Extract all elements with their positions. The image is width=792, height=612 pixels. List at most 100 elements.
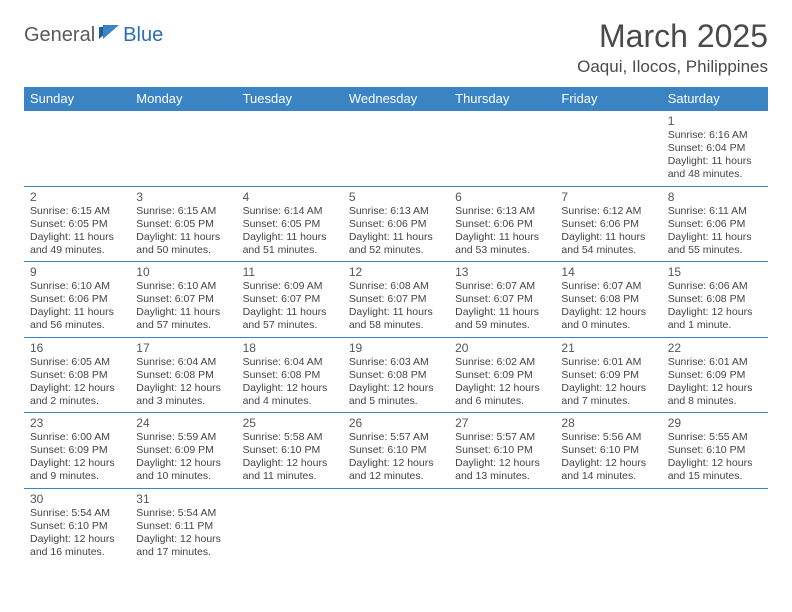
sunrise-text: Sunrise: 5:54 AM [136, 507, 230, 520]
calendar-day-cell [662, 488, 768, 563]
sunrise-text: Sunrise: 6:07 AM [561, 280, 655, 293]
daylight-text: Daylight: 11 hours and 56 minutes. [30, 306, 124, 332]
day-info: Sunrise: 6:04 AMSunset: 6:08 PMDaylight:… [243, 356, 337, 409]
daylight-text: Daylight: 12 hours and 15 minutes. [668, 457, 762, 483]
calendar-day-cell: 30Sunrise: 5:54 AMSunset: 6:10 PMDayligh… [24, 488, 130, 563]
calendar-day-cell: 26Sunrise: 5:57 AMSunset: 6:10 PMDayligh… [343, 413, 449, 489]
calendar-day-cell: 2Sunrise: 6:15 AMSunset: 6:05 PMDaylight… [24, 186, 130, 262]
daylight-text: Daylight: 11 hours and 58 minutes. [349, 306, 443, 332]
calendar-day-cell: 4Sunrise: 6:14 AMSunset: 6:05 PMDaylight… [237, 186, 343, 262]
sunset-text: Sunset: 6:07 PM [349, 293, 443, 306]
sunrise-text: Sunrise: 6:11 AM [668, 205, 762, 218]
day-number: 8 [668, 190, 762, 204]
day-info: Sunrise: 6:16 AMSunset: 6:04 PMDaylight:… [668, 129, 762, 182]
weekday-header-row: Sunday Monday Tuesday Wednesday Thursday… [24, 87, 768, 111]
sunrise-text: Sunrise: 5:56 AM [561, 431, 655, 444]
logo: General Blue [24, 18, 163, 47]
sunrise-text: Sunrise: 6:10 AM [30, 280, 124, 293]
day-number: 6 [455, 190, 549, 204]
daylight-text: Daylight: 12 hours and 11 minutes. [243, 457, 337, 483]
daylight-text: Daylight: 12 hours and 4 minutes. [243, 382, 337, 408]
calendar-day-cell: 16Sunrise: 6:05 AMSunset: 6:08 PMDayligh… [24, 337, 130, 413]
sunset-text: Sunset: 6:09 PM [30, 444, 124, 457]
day-number: 30 [30, 492, 124, 506]
calendar-week-row: 9Sunrise: 6:10 AMSunset: 6:06 PMDaylight… [24, 262, 768, 338]
calendar-day-cell: 1Sunrise: 6:16 AMSunset: 6:04 PMDaylight… [662, 111, 768, 187]
sunset-text: Sunset: 6:10 PM [561, 444, 655, 457]
sunrise-text: Sunrise: 5:59 AM [136, 431, 230, 444]
day-number: 13 [455, 265, 549, 279]
sunset-text: Sunset: 6:08 PM [243, 369, 337, 382]
day-number: 15 [668, 265, 762, 279]
sunset-text: Sunset: 6:08 PM [668, 293, 762, 306]
daylight-text: Daylight: 11 hours and 55 minutes. [668, 231, 762, 257]
day-info: Sunrise: 6:09 AMSunset: 6:07 PMDaylight:… [243, 280, 337, 333]
daylight-text: Daylight: 11 hours and 50 minutes. [136, 231, 230, 257]
sunrise-text: Sunrise: 6:16 AM [668, 129, 762, 142]
day-info: Sunrise: 5:57 AMSunset: 6:10 PMDaylight:… [349, 431, 443, 484]
day-info: Sunrise: 5:58 AMSunset: 6:10 PMDaylight:… [243, 431, 337, 484]
daylight-text: Daylight: 12 hours and 7 minutes. [561, 382, 655, 408]
day-number: 3 [136, 190, 230, 204]
daylight-text: Daylight: 11 hours and 57 minutes. [136, 306, 230, 332]
day-number: 17 [136, 341, 230, 355]
sunrise-text: Sunrise: 6:10 AM [136, 280, 230, 293]
calendar-day-cell: 28Sunrise: 5:56 AMSunset: 6:10 PMDayligh… [555, 413, 661, 489]
weekday-header: Thursday [449, 87, 555, 111]
daylight-text: Daylight: 11 hours and 59 minutes. [455, 306, 549, 332]
sunset-text: Sunset: 6:07 PM [455, 293, 549, 306]
sunset-text: Sunset: 6:10 PM [243, 444, 337, 457]
daylight-text: Daylight: 12 hours and 13 minutes. [455, 457, 549, 483]
sunrise-text: Sunrise: 6:01 AM [561, 356, 655, 369]
sunset-text: Sunset: 6:10 PM [349, 444, 443, 457]
day-info: Sunrise: 6:04 AMSunset: 6:08 PMDaylight:… [136, 356, 230, 409]
calendar-day-cell: 15Sunrise: 6:06 AMSunset: 6:08 PMDayligh… [662, 262, 768, 338]
sunset-text: Sunset: 6:06 PM [561, 218, 655, 231]
sunrise-text: Sunrise: 6:04 AM [136, 356, 230, 369]
calendar-day-cell [130, 111, 236, 187]
day-info: Sunrise: 6:07 AMSunset: 6:08 PMDaylight:… [561, 280, 655, 333]
sunrise-text: Sunrise: 6:14 AM [243, 205, 337, 218]
calendar-day-cell: 14Sunrise: 6:07 AMSunset: 6:08 PMDayligh… [555, 262, 661, 338]
day-info: Sunrise: 5:56 AMSunset: 6:10 PMDaylight:… [561, 431, 655, 484]
day-info: Sunrise: 5:57 AMSunset: 6:10 PMDaylight:… [455, 431, 549, 484]
day-number: 10 [136, 265, 230, 279]
calendar-day-cell: 13Sunrise: 6:07 AMSunset: 6:07 PMDayligh… [449, 262, 555, 338]
day-number: 7 [561, 190, 655, 204]
day-info: Sunrise: 6:15 AMSunset: 6:05 PMDaylight:… [30, 205, 124, 258]
day-info: Sunrise: 6:11 AMSunset: 6:06 PMDaylight:… [668, 205, 762, 258]
calendar-day-cell [555, 488, 661, 563]
daylight-text: Daylight: 12 hours and 8 minutes. [668, 382, 762, 408]
weekday-header: Friday [555, 87, 661, 111]
calendar-week-row: 2Sunrise: 6:15 AMSunset: 6:05 PMDaylight… [24, 186, 768, 262]
sunrise-text: Sunrise: 6:13 AM [455, 205, 549, 218]
day-info: Sunrise: 6:01 AMSunset: 6:09 PMDaylight:… [561, 356, 655, 409]
day-info: Sunrise: 6:07 AMSunset: 6:07 PMDaylight:… [455, 280, 549, 333]
calendar-day-cell [343, 111, 449, 187]
sunrise-text: Sunrise: 6:15 AM [30, 205, 124, 218]
weekday-header: Tuesday [237, 87, 343, 111]
day-number: 1 [668, 114, 762, 128]
daylight-text: Daylight: 12 hours and 6 minutes. [455, 382, 549, 408]
calendar-day-cell: 8Sunrise: 6:11 AMSunset: 6:06 PMDaylight… [662, 186, 768, 262]
sunset-text: Sunset: 6:09 PM [455, 369, 549, 382]
weekday-header: Sunday [24, 87, 130, 111]
daylight-text: Daylight: 12 hours and 9 minutes. [30, 457, 124, 483]
sunset-text: Sunset: 6:05 PM [136, 218, 230, 231]
calendar-day-cell: 24Sunrise: 5:59 AMSunset: 6:09 PMDayligh… [130, 413, 236, 489]
calendar-table: Sunday Monday Tuesday Wednesday Thursday… [24, 87, 768, 563]
day-info: Sunrise: 5:54 AMSunset: 6:10 PMDaylight:… [30, 507, 124, 560]
daylight-text: Daylight: 12 hours and 2 minutes. [30, 382, 124, 408]
day-number: 2 [30, 190, 124, 204]
sunset-text: Sunset: 6:08 PM [30, 369, 124, 382]
calendar-day-cell [555, 111, 661, 187]
day-number: 11 [243, 265, 337, 279]
sunset-text: Sunset: 6:10 PM [30, 520, 124, 533]
day-number: 18 [243, 341, 337, 355]
day-info: Sunrise: 5:54 AMSunset: 6:11 PMDaylight:… [136, 507, 230, 560]
calendar-day-cell: 6Sunrise: 6:13 AMSunset: 6:06 PMDaylight… [449, 186, 555, 262]
logo-flag-icon [99, 25, 121, 46]
calendar-day-cell: 21Sunrise: 6:01 AMSunset: 6:09 PMDayligh… [555, 337, 661, 413]
daylight-text: Daylight: 11 hours and 48 minutes. [668, 155, 762, 181]
day-info: Sunrise: 6:10 AMSunset: 6:07 PMDaylight:… [136, 280, 230, 333]
